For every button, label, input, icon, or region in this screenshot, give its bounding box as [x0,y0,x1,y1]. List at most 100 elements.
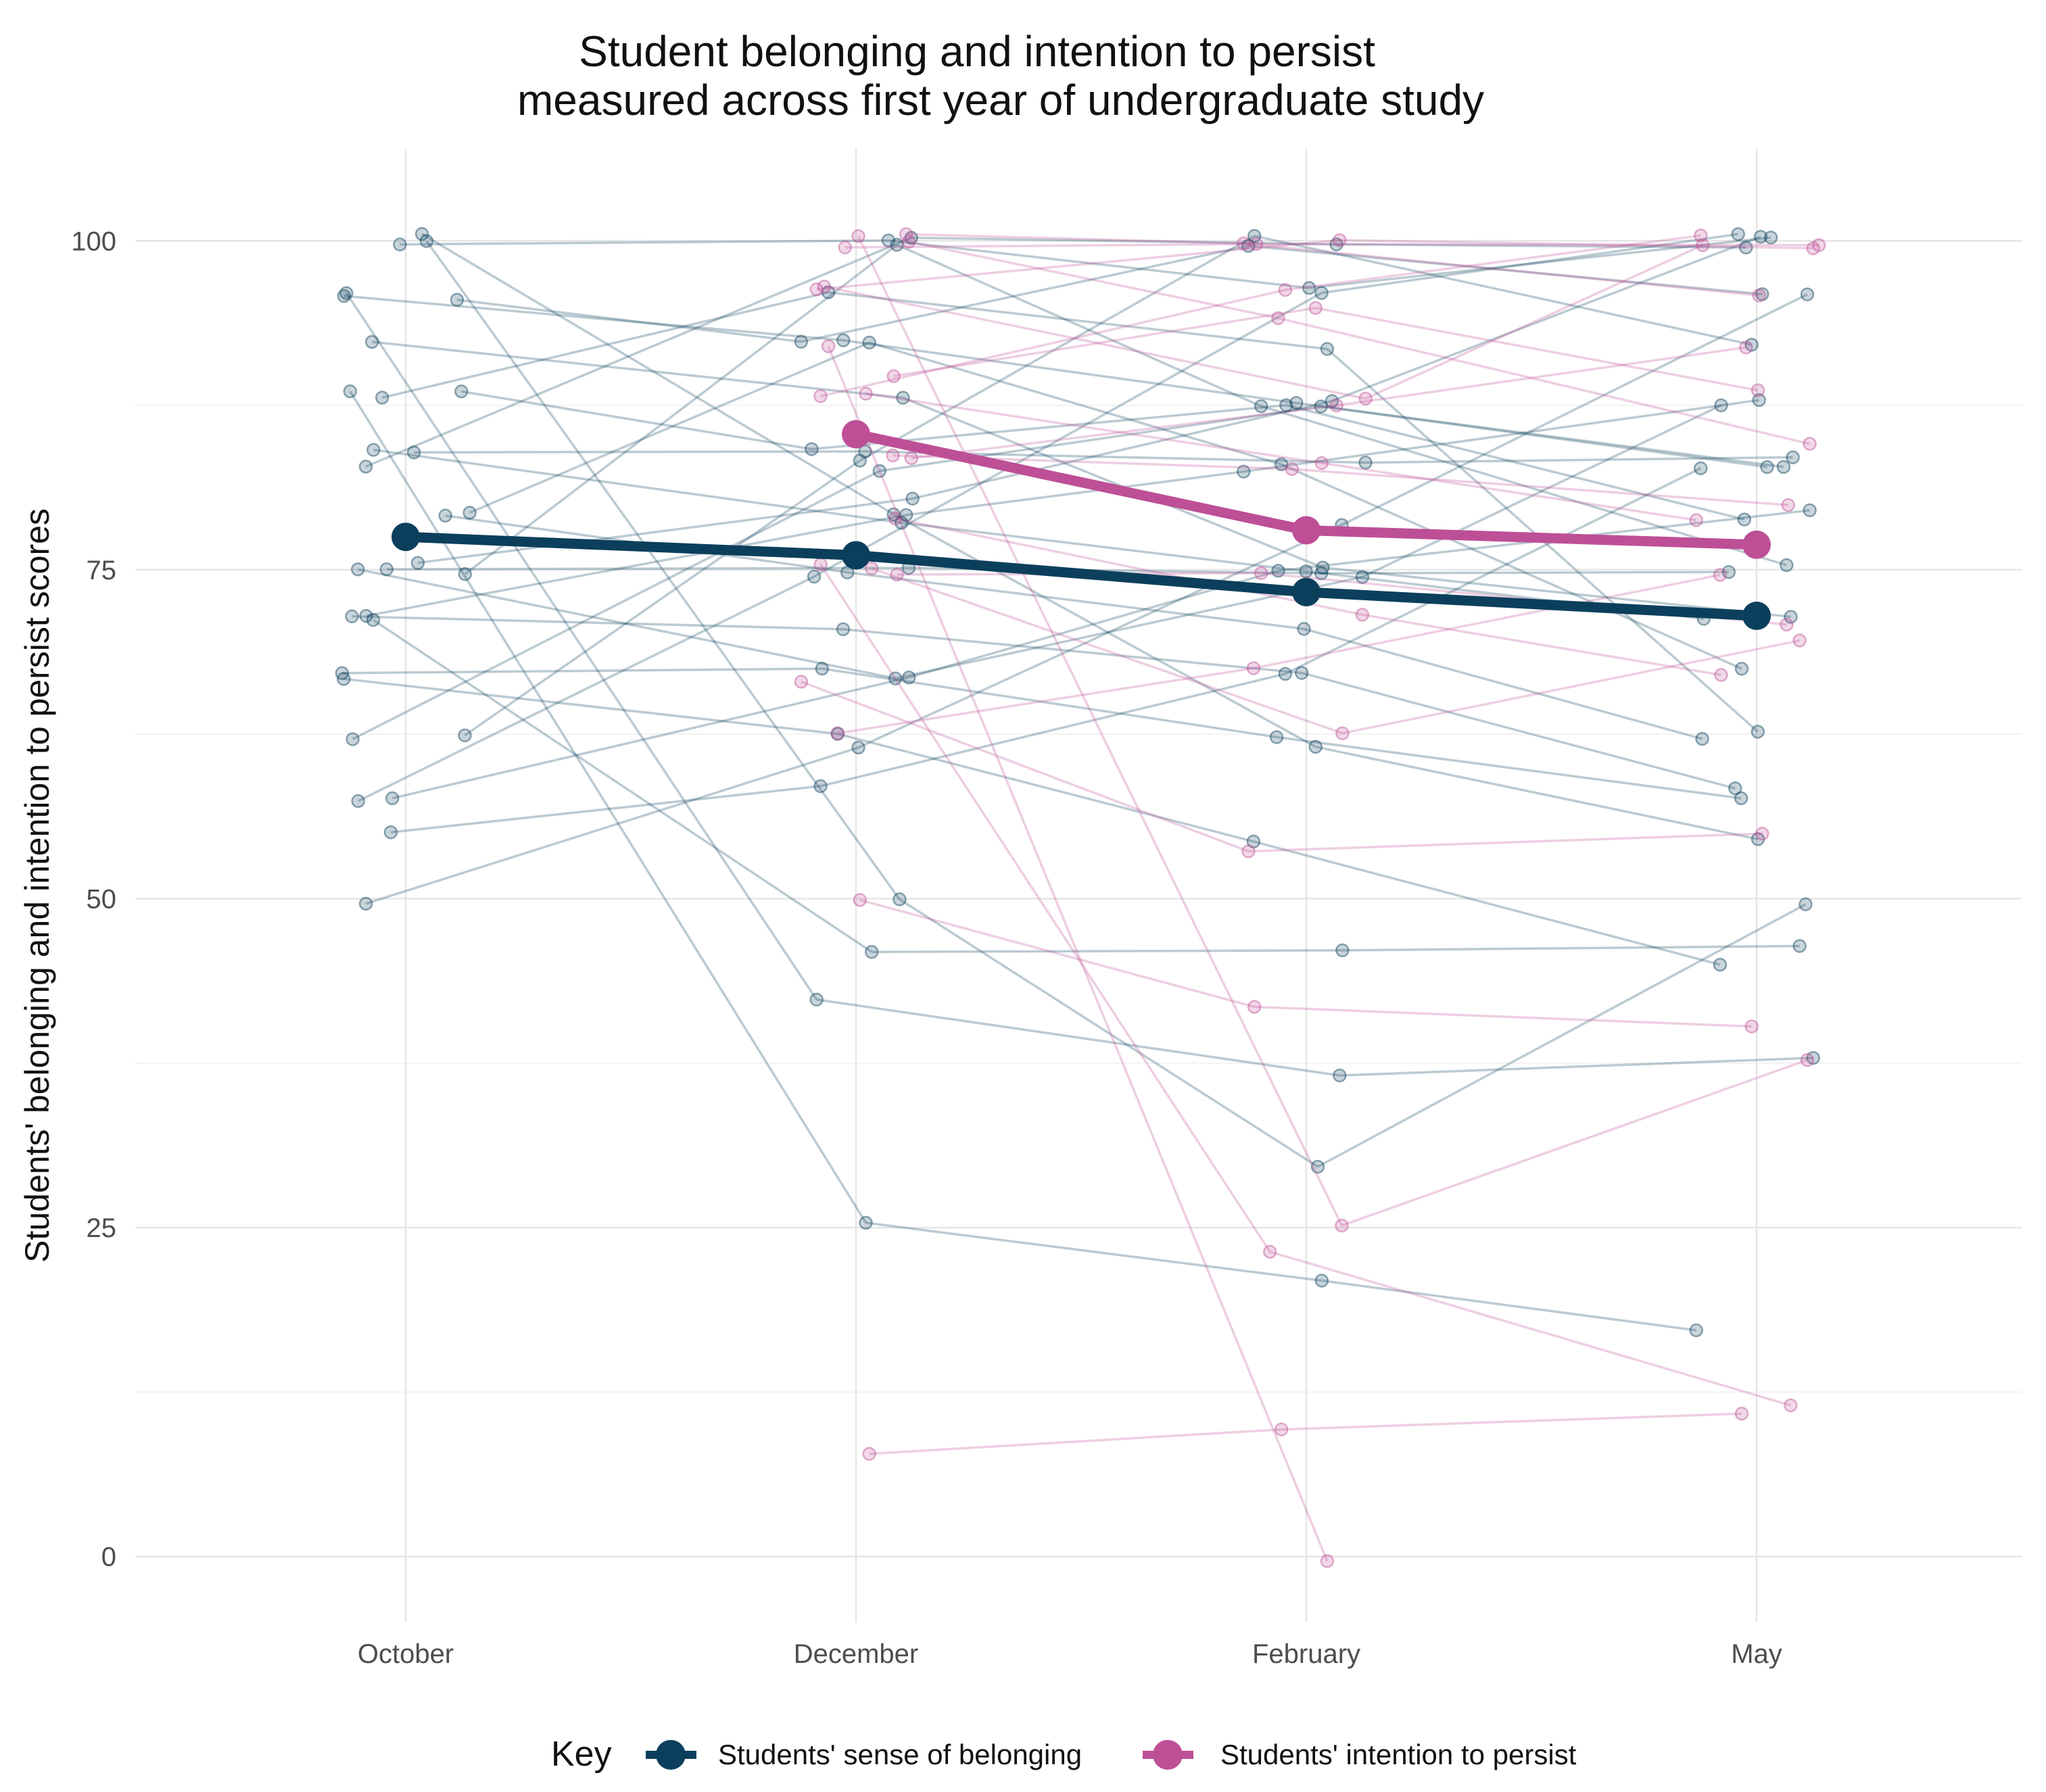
belonging-trajectory-segment [1308,236,1771,289]
belonging-point [346,732,360,746]
persist-trajectory-segment [908,240,1279,320]
belonging-mean-line [400,531,1762,621]
x-tick-label: February [1252,1639,1360,1669]
persist-trajectory-segment [816,239,1340,291]
persist-point [886,369,901,383]
belonging-trajectory-segment [1321,233,1738,295]
persist-point [1246,661,1261,675]
persist-point [1247,1000,1262,1014]
belonging-point [351,794,365,808]
belonging-point [339,286,354,300]
legend-key-persist-dot [1153,1740,1183,1770]
persist-point [1308,301,1323,315]
persist-point [1329,398,1343,413]
persist-point [1285,462,1300,477]
belonging-point [1731,227,1745,241]
belonging-trajectory-segment [816,998,1340,1077]
belonging-point [895,516,909,530]
belonging-point [1803,503,1817,518]
belonging-point [864,945,879,959]
belonging-trajectory-segment [820,673,1286,788]
belonging-point [821,285,836,299]
belonging-point [1800,287,1815,301]
y-tick-label: 50 [87,884,117,914]
legend-item-persist: Students' intention to persist [1143,1739,1577,1770]
belonging-trajectory-segment [869,341,1282,466]
belonging-point [1355,570,1370,584]
belonging-point [414,226,429,241]
belonging-point [815,661,830,676]
persist-point [1254,566,1268,581]
belonging-point [366,612,381,627]
belonging-point [1278,667,1293,681]
x-tick-label: October [358,1639,454,1669]
belonging-point [1799,897,1813,912]
belonging-point [458,567,473,581]
belonging-point [1752,393,1766,408]
x-axis-ticks: October December February May [358,1639,1782,1669]
belonging-trajectory-segment [828,291,1328,350]
persist-trajectory-segment [893,306,1316,378]
persist-point [821,339,836,354]
belonging-trajectory-segment [343,677,838,735]
belonging-point [1289,395,1304,410]
belonging-point [858,444,872,459]
belonging-point [1760,460,1774,475]
belonging-point [1721,564,1736,579]
belonging-point [904,231,919,245]
individual-trajectories [335,226,1826,1568]
belonging-point [1694,461,1708,475]
belonging-point [807,569,822,584]
belonging-trajectory-segment [400,239,889,246]
belonging-trajectory-segment [365,237,912,468]
persist-trajectory-segment [1341,639,1800,735]
belonging-trajectory-segment [1254,235,1753,346]
belonging-trajectory-segment [1243,399,1759,473]
persist-trajectory-segment [1364,244,1703,400]
chart-title-line-2: measured across first year of undergradu… [517,76,1484,124]
belonging-point [836,622,851,637]
belonging-point [813,779,828,794]
belonging-point [1329,237,1343,251]
persist-point [1713,568,1728,582]
persist-point [1335,1218,1349,1233]
persist-point [888,511,903,526]
persist-trajectory-segment [1339,239,1813,249]
belonging-point [1314,1274,1329,1288]
persist-trajectory-segment [827,345,1329,1561]
belonging-trajectory-segment [357,568,896,680]
belonging-point [419,234,434,248]
persist-point [813,557,828,572]
persist-point [1262,1244,1277,1259]
belonging-point [1751,725,1765,739]
belonging-trajectory-segment [1342,944,1800,952]
belonging-point [1316,560,1330,575]
y-axis-label: Students' belonging and intention to per… [18,508,56,1263]
belonging-trajectory-segment [1321,405,1767,468]
x-tick-label: May [1731,1639,1782,1669]
persist-point [1335,726,1350,740]
persist-point [1811,238,1826,252]
belonging-trajectory-segment [341,667,822,675]
belonging-trajectory-segment [1341,293,1808,527]
persist-trajectory-segment [1336,346,1746,407]
belonging-point [1734,791,1748,806]
belonging-trajectory-segment [373,619,873,953]
persist-trajectory-segment [1248,832,1763,853]
grid [135,149,2022,1622]
belonging-point [1753,229,1768,244]
persist-point [1739,340,1753,355]
persist-point [1314,456,1329,470]
belonging-point [1358,456,1373,470]
belonging-point [1728,781,1742,796]
belonging-trajectory-segment [464,243,898,575]
y-tick-label: 25 [87,1213,117,1243]
persist-point [794,675,809,689]
belonging-trajectory-segment [352,615,844,631]
persist-point [1694,228,1708,243]
persist-point [1792,633,1807,648]
belonging-point [458,728,472,743]
persist-trajectory-segment [1341,1059,1808,1227]
belonging-trajectory-segment [893,513,1316,748]
